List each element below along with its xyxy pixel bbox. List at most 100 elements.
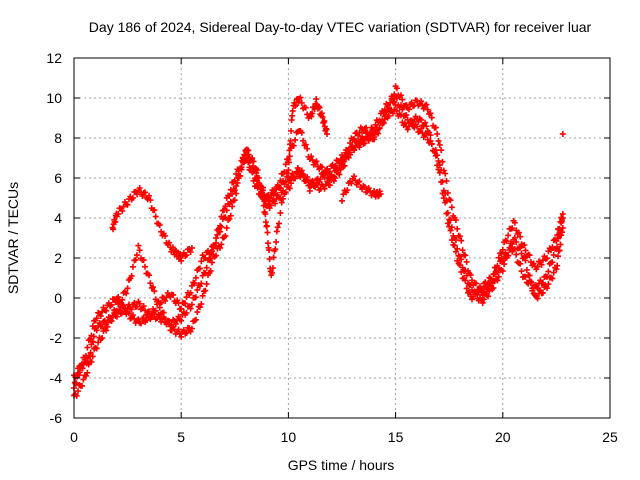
- data-point: [128, 272, 135, 279]
- data-point: [436, 169, 443, 176]
- data-point: [494, 277, 501, 284]
- data-point: [423, 101, 430, 108]
- y-tick-label: 10: [46, 90, 62, 106]
- data-point: [284, 170, 291, 177]
- data-point: [83, 352, 90, 359]
- data-point: [392, 102, 399, 109]
- data-point: [427, 132, 434, 139]
- data-point: [304, 177, 311, 184]
- data-point: [549, 275, 556, 282]
- data-point: [304, 145, 311, 152]
- data-point: [444, 220, 451, 227]
- data-point: [178, 305, 185, 312]
- data-point: [339, 197, 345, 204]
- data-point: [351, 173, 358, 180]
- data-point: [287, 137, 294, 144]
- data-point: [188, 325, 195, 332]
- data-point: [156, 222, 163, 229]
- data-point: [380, 120, 387, 127]
- data-point: [435, 137, 442, 144]
- data-point: [217, 222, 224, 229]
- data-point: [363, 124, 370, 131]
- data-point: [509, 240, 516, 247]
- data-point: [84, 369, 91, 376]
- data-point: [554, 232, 561, 239]
- data-point: [237, 172, 244, 179]
- data-point: [557, 241, 564, 248]
- data-point: [142, 263, 149, 270]
- data-point: [233, 170, 240, 177]
- data-point: [550, 269, 557, 276]
- data-point: [404, 126, 411, 133]
- data-point: [559, 225, 566, 231]
- data-point: [203, 281, 210, 288]
- axis-ticks: 0 5 10 15 20 25 -6 -4 -2 0 2 4 6 8 10 12: [46, 50, 618, 445]
- x-axis-label: GPS time / hours: [288, 457, 395, 473]
- data-point: [222, 203, 229, 210]
- data-point: [183, 252, 190, 259]
- data-point: [231, 177, 238, 184]
- data-point: [540, 289, 546, 296]
- data-point: [318, 110, 325, 117]
- data-point: [479, 286, 486, 293]
- data-point: [456, 262, 463, 269]
- data-point: [406, 123, 412, 130]
- data-point: [196, 265, 203, 272]
- data-point: [513, 251, 520, 258]
- data-point: [113, 307, 120, 314]
- data-point: [313, 158, 320, 165]
- data-point: [273, 228, 280, 235]
- data-point: [410, 121, 417, 128]
- data-point: [198, 301, 205, 308]
- data-point: [324, 170, 331, 177]
- data-point: [124, 285, 131, 292]
- data-point: [319, 114, 326, 121]
- data-point: [115, 294, 122, 301]
- data-point: [89, 323, 96, 330]
- data-point: [140, 303, 147, 310]
- data-point: [207, 249, 214, 256]
- data-point: [292, 102, 299, 109]
- data-point: [187, 289, 194, 296]
- data-point: [128, 306, 135, 313]
- data-point: [447, 227, 454, 234]
- data-point: [263, 222, 270, 229]
- data-point: [77, 365, 84, 372]
- data-point: [264, 229, 271, 236]
- data-point: [136, 300, 143, 307]
- data-point: [438, 147, 445, 154]
- data-point: [95, 339, 102, 346]
- data-point: [506, 244, 513, 251]
- data-point: [147, 280, 154, 287]
- x-tick-label: 0: [70, 429, 78, 445]
- data-point: [423, 123, 430, 130]
- data-point: [194, 286, 201, 293]
- data-point: [522, 257, 529, 264]
- data-point: [555, 253, 562, 260]
- data-point: [322, 167, 329, 174]
- data-point: [152, 213, 159, 220]
- data-point: [302, 104, 309, 111]
- data-point: [442, 170, 449, 177]
- data-point: [274, 224, 281, 231]
- data-point: [518, 268, 525, 275]
- data-point: [544, 285, 551, 292]
- data-point: [73, 372, 80, 379]
- data-point: [428, 141, 435, 148]
- data-point: [298, 167, 305, 174]
- data-point: [276, 220, 283, 227]
- data-point: [237, 165, 244, 172]
- data-point: [361, 183, 368, 190]
- data-point: [432, 152, 439, 159]
- data-point: [452, 217, 459, 224]
- y-tick-label: -4: [50, 370, 63, 386]
- data-point: [119, 207, 126, 214]
- data-point: [281, 190, 288, 197]
- data-point: [288, 180, 295, 187]
- series-track-d: [109, 185, 195, 264]
- data-point: [336, 171, 343, 178]
- data-point: [140, 257, 147, 264]
- data-point: [178, 257, 185, 264]
- data-point: [406, 106, 412, 113]
